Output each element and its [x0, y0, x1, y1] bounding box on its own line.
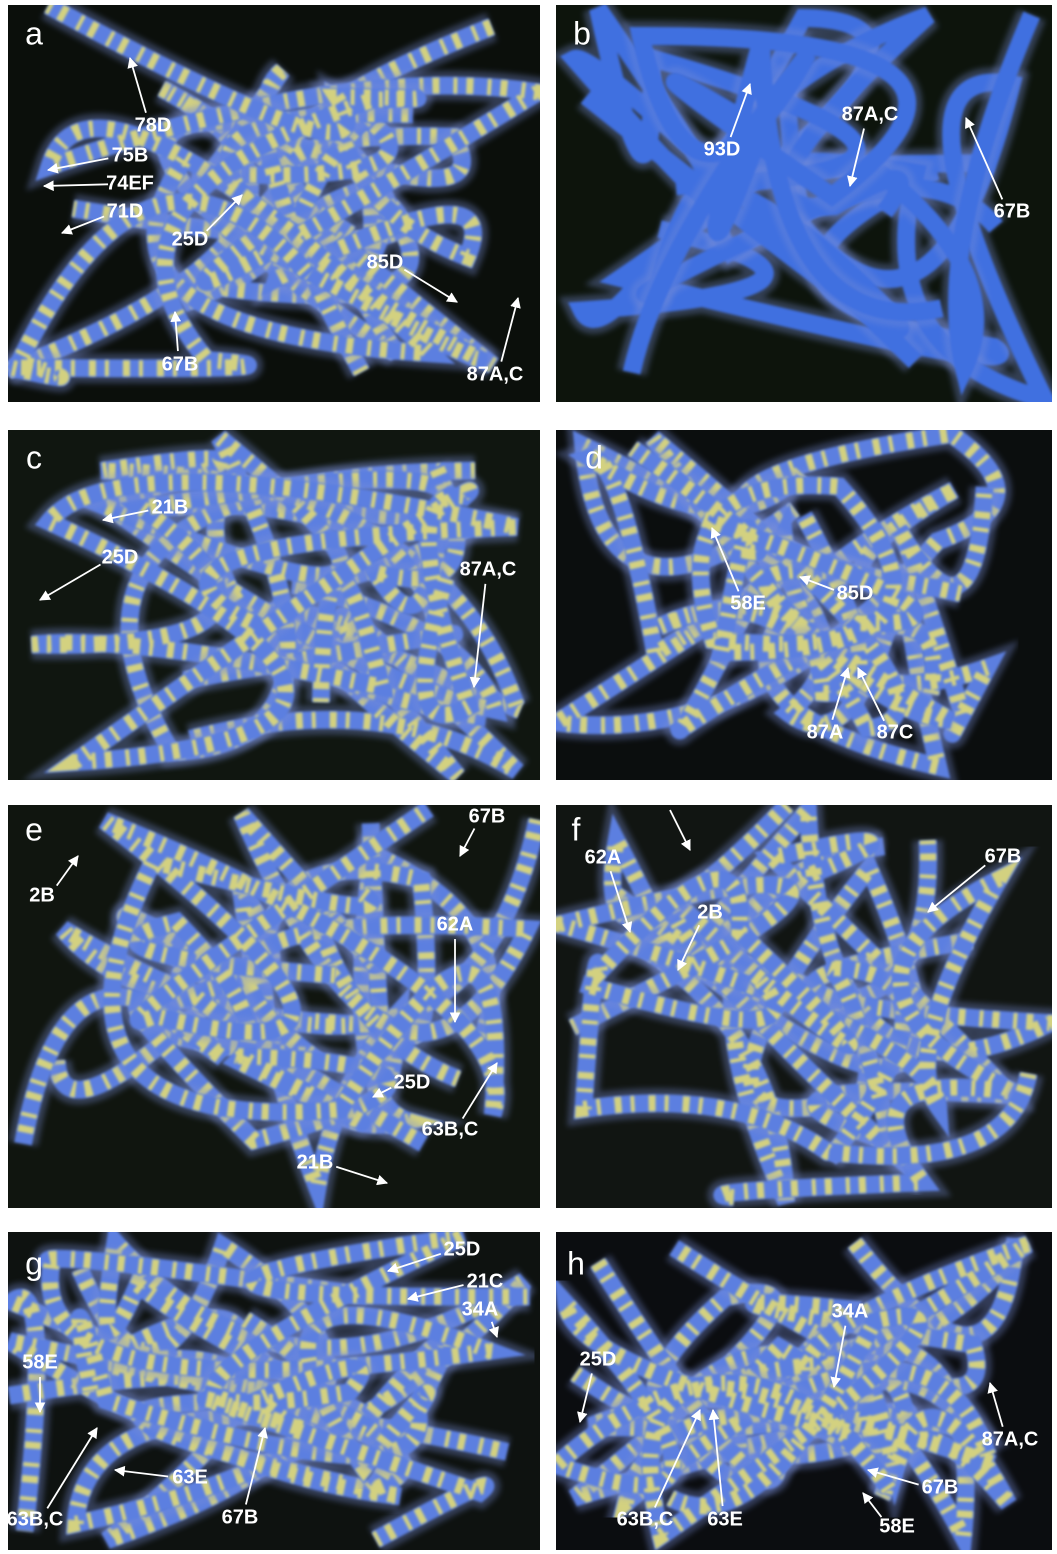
band-label: 2B [697, 901, 723, 923]
band-label: 62A [585, 846, 622, 868]
band-label: 78D [135, 114, 172, 136]
band-label: 67B [922, 1476, 959, 1498]
band-label: 58E [879, 1515, 915, 1537]
band-label: 25D [102, 546, 139, 568]
panel: h 34A 25D 87A,C 67B 63B,C 63E 58E [556, 1232, 1052, 1550]
panel: c 21B 25D 87A,C [8, 430, 540, 780]
band-label: 21C [467, 1270, 504, 1292]
panel-letter: h [567, 1245, 585, 1281]
band-label: 93D [704, 138, 741, 160]
band-label: 74EF [106, 172, 154, 194]
band-label: 58E [22, 1351, 58, 1373]
band-label: 85D [837, 582, 874, 604]
band-label: 25D [394, 1071, 431, 1093]
panel: a 78D 75B 74EF 71D 25D 85D 67B 87A,C [8, 5, 540, 402]
band-label: 34A [462, 1298, 499, 1320]
band-label: 58E [730, 592, 766, 614]
band-label: 67B [994, 200, 1031, 222]
panel-letter: g [25, 1245, 43, 1281]
panel-letter: b [573, 15, 591, 51]
band-label: 25D [444, 1238, 481, 1260]
band-label: 87A,C [460, 558, 517, 580]
band-label: 87A,C [467, 363, 524, 385]
band-label: 87A,C [982, 1428, 1039, 1450]
band-label: 87C [877, 721, 914, 743]
band-label: 67B [469, 805, 506, 827]
band-label: 63B,C [617, 1508, 674, 1530]
figure: a 78D 75B 74EF 71D 25D 85D 67B 87A,C b 93D 87A,C 67B… [0, 0, 1057, 1554]
band-label: 87A [807, 721, 844, 743]
panel-letter: c [26, 439, 42, 475]
band-label: 63E [172, 1466, 208, 1488]
band-label: 25D [172, 228, 209, 250]
band-label: 2B [29, 884, 55, 906]
band-label: 71D [107, 200, 144, 222]
band-label: 63B,C [7, 1508, 64, 1530]
panel: g 25D 21C 34A 58E 63E 63B,C 67B [7, 1232, 540, 1550]
band-label: 62A [437, 913, 474, 935]
band-label: 75B [112, 144, 149, 166]
panel-letter: e [25, 811, 43, 847]
panel-letter: d [585, 439, 603, 475]
band-label: 85D [367, 251, 404, 273]
band-label: 21B [297, 1151, 334, 1173]
panel-letter: f [572, 811, 581, 847]
band-label: 21B [152, 496, 189, 518]
band-label: 67B [985, 845, 1022, 867]
band-label: 87A,C [842, 103, 899, 125]
panel: b 93D 87A,C 67B [556, 5, 1052, 402]
band-label: 63B,C [422, 1118, 479, 1140]
panel: d 58E 85D 87A 87C [556, 430, 1052, 780]
band-label: 25D [580, 1348, 617, 1370]
band-label: 63E [707, 1508, 743, 1530]
band-label: 67B [162, 353, 199, 375]
band-label: 34A [832, 1300, 869, 1322]
panel-letter: a [25, 15, 43, 51]
page: a 78D 75B 74EF 71D 25D 85D 67B 87A,C b 93D 87A,C 67B… [0, 0, 1057, 1554]
panel: e 2B 67B 62A 25D 63B,C 21B [8, 805, 540, 1208]
band-label: 67B [222, 1506, 259, 1528]
